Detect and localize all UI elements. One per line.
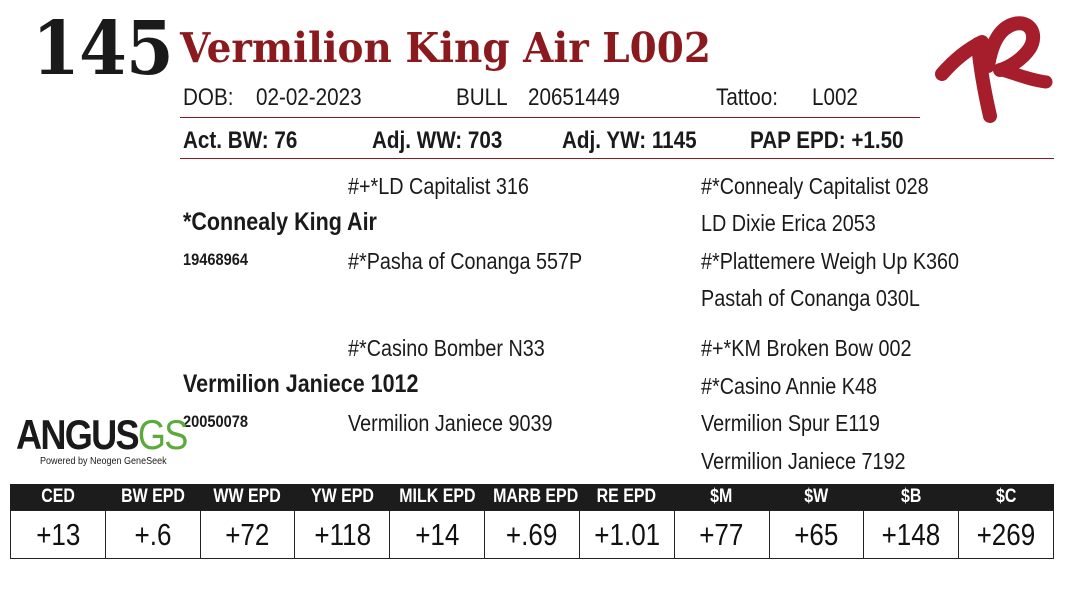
adjusted-yearling-weight: Adj. YW: 1145: [562, 127, 697, 154]
epd-header-row: CED BW EPD WW EPD YW EPD MILK EPD MARB E…: [10, 484, 1054, 511]
epd-value-w: +65: [768, 510, 865, 559]
sex-value: BULL: [456, 84, 508, 111]
logo-tagline: Powered by Neogen GeneSeek: [40, 456, 167, 467]
epd-value-yw: +118: [294, 510, 391, 559]
epd-header-w: $W: [768, 484, 864, 511]
registration-number: 20651449: [528, 84, 620, 111]
epd-header-c: $C: [958, 484, 1054, 511]
sire-registration: 19468964: [183, 250, 249, 269]
sire-sire-dam: LD Dixie Erica 2053: [701, 210, 876, 236]
epd-value-re: +1.01: [578, 510, 675, 559]
epd-table: CED BW EPD WW EPD YW EPD MILK EPD MARB E…: [10, 484, 1054, 559]
tattoo-value: L002: [812, 84, 858, 111]
lot-number: 145: [32, 6, 174, 92]
epd-header-re: RE EPD: [578, 484, 675, 511]
sire-dam: #*Pasha of Conanga 557P: [348, 248, 583, 274]
dam-sire-dam: #*Casino Annie K48: [701, 373, 877, 399]
header-divider: [180, 117, 920, 118]
dam-sire: #*Casino Bomber N33: [348, 335, 545, 361]
dam-dam-dam: Vermilion Janiece 7192: [701, 448, 906, 474]
epd-value-c: +269: [958, 510, 1054, 559]
epd-header-ced: CED: [10, 484, 106, 511]
epd-header-milk: MILK EPD: [389, 484, 485, 511]
sire-sire: #+*LD Capitalist 316: [348, 173, 529, 199]
epd-value-row: +13 +.6 +72 +118 +14 +.69 +1.01 +77 +65 …: [10, 510, 1054, 559]
pap-epd: PAP EPD: +1.50: [750, 127, 904, 154]
dam-dam: Vermilion Janiece 9039: [348, 410, 553, 436]
epd-value-milk: +14: [389, 510, 486, 559]
epd-header-marb: MARB EPD: [484, 484, 580, 511]
dam-sire-sire: #+*KM Broken Bow 002: [701, 335, 912, 361]
epd-value-marb: +.69: [484, 510, 580, 559]
epd-header-m: $M: [673, 484, 769, 511]
angus-gs-logo: ANGUSGS Powered by Neogen GeneSeek: [16, 411, 214, 468]
dob-label: DOB:: [183, 84, 234, 111]
performance-divider: [180, 158, 1054, 159]
sire-name: *Connealy King Air: [183, 208, 377, 236]
dam-dam-sire: Vermilion Spur E119: [701, 410, 880, 436]
epd-header-yw: YW EPD: [294, 484, 390, 511]
animal-name: Vermilion King Air L002: [180, 24, 711, 72]
dam-registration: 20050078: [183, 412, 249, 431]
epd-header-ww: WW EPD: [199, 484, 295, 511]
actual-birth-weight: Act. BW: 76: [183, 127, 298, 154]
sire-dam-sire: #*Plattemere Weigh Up K360: [701, 248, 960, 274]
dam-name: Vermilion Janiece 1012: [183, 370, 419, 398]
epd-header-bw: BW EPD: [104, 484, 201, 511]
brand-logo-icon: [935, 16, 1053, 123]
tattoo-label: Tattoo:: [716, 84, 778, 111]
epd-header-b: $B: [863, 484, 959, 511]
angus-logo-text: ANGUSGS: [16, 411, 188, 458]
epd-value-ced: +13: [10, 510, 106, 559]
sire-dam-dam: Pastah of Conanga 030L: [701, 285, 920, 311]
epd-value-b: +148: [863, 510, 960, 559]
sire-sire-sire: #*Connealy Capitalist 028: [701, 173, 929, 199]
dob-value: 02-02-2023: [256, 84, 362, 111]
epd-value-ww: +72: [199, 510, 296, 559]
epd-value-bw: +.6: [104, 510, 201, 559]
epd-value-m: +77: [673, 510, 770, 559]
adjusted-weaning-weight: Adj. WW: 703: [372, 127, 503, 154]
